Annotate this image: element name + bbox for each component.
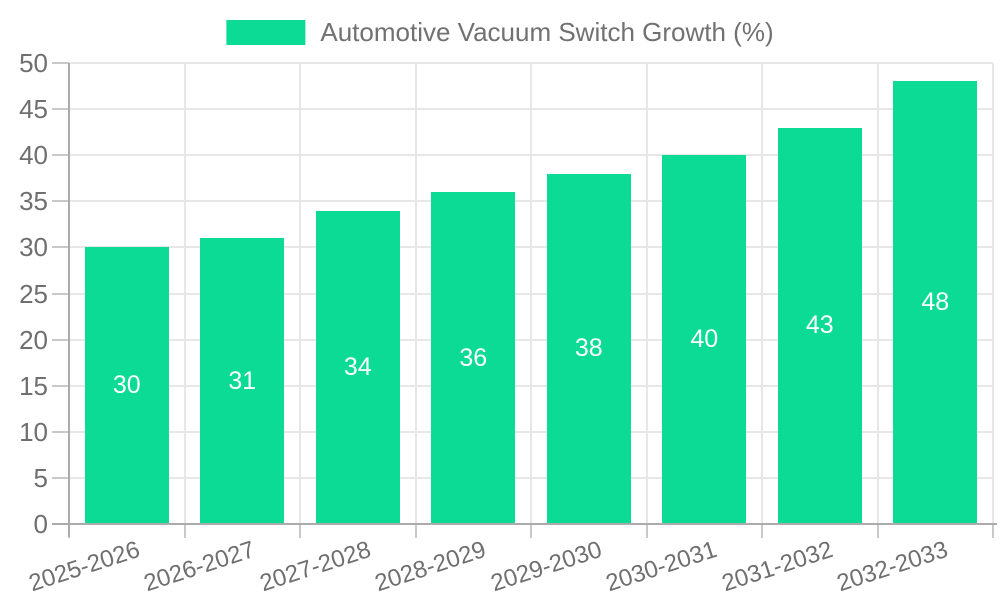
y-axis-label: 5 [33, 462, 48, 493]
vertical-gridline [645, 63, 648, 524]
bar-2028-2029[interactable]: 36 [431, 192, 516, 524]
bar-value-label: 31 [228, 366, 257, 395]
bar-2032-2033[interactable]: 48 [893, 81, 978, 524]
bar-2026-2027[interactable]: 31 [200, 238, 285, 524]
vertical-gridline [876, 63, 879, 524]
bar-value-label: 48 [921, 288, 950, 317]
y-axis-label: 45 [19, 94, 48, 125]
bar-2027-2028[interactable]: 34 [315, 210, 400, 524]
vertical-gridline [414, 63, 417, 524]
y-axis-label: 25 [19, 278, 48, 309]
x-axis-label: 2029-2030 [487, 536, 606, 598]
bar-2029-2030[interactable]: 38 [546, 173, 631, 524]
y-axis-tick [52, 430, 69, 433]
y-axis-tick [52, 108, 69, 111]
vertical-gridline [992, 63, 994, 524]
y-axis-tick [52, 246, 69, 249]
x-axis-label: 2028-2029 [372, 536, 490, 598]
y-axis-tick [52, 62, 69, 64]
x-axis-label: 2032-2033 [834, 536, 952, 598]
y-axis-label: 15 [19, 370, 48, 401]
bar-value-label: 43 [805, 311, 834, 340]
legend[interactable]: Automotive Vacuum Switch Growth (%) [226, 17, 774, 47]
vertical-gridline [530, 63, 532, 524]
bar-value-label: 34 [343, 352, 372, 381]
y-axis-tick [52, 200, 69, 203]
legend-label: Automotive Vacuum Switch Growth (%) [320, 17, 774, 47]
x-axis-tick [761, 525, 763, 538]
bar-2031-2032[interactable]: 43 [777, 127, 862, 524]
y-axis-label: 30 [19, 232, 48, 263]
y-axis-label: 20 [19, 324, 48, 355]
bar-value-label: 36 [459, 343, 488, 372]
plot-area: 30 31 34 36 38 40 43 48 [69, 62, 994, 524]
vertical-gridline [299, 63, 301, 524]
bar-value-label: 38 [574, 334, 603, 363]
bar-2030-2031[interactable]: 40 [662, 155, 747, 524]
y-axis-tick [52, 154, 69, 157]
x-axis-line [52, 523, 997, 525]
x-axis-tick [299, 525, 301, 538]
legend-swatch[interactable] [226, 19, 306, 45]
x-axis-tick [183, 525, 186, 538]
x-axis-label: 2026-2027 [141, 536, 259, 598]
y-axis-tick [52, 476, 69, 479]
x-axis-tick [530, 525, 532, 538]
vertical-gridline [183, 63, 186, 524]
y-axis-label: 10 [19, 416, 48, 447]
x-axis-label: 2025-2026 [25, 536, 144, 598]
x-axis-tick [645, 525, 648, 538]
x-axis-label: 2031-2032 [718, 536, 837, 598]
y-axis-line [68, 63, 70, 537]
vertical-gridline [761, 63, 763, 524]
x-axis-label: 2030-2031 [603, 536, 721, 598]
x-axis-tick [876, 525, 879, 538]
x-axis-tick [414, 525, 417, 538]
y-axis-label: 40 [19, 140, 48, 171]
x-axis-label: 2027-2028 [256, 536, 375, 598]
y-axis-label: 50 [19, 48, 48, 78]
x-axis-tick [992, 525, 994, 538]
y-axis-label: 0 [33, 509, 48, 539]
y-axis-label: 35 [19, 186, 48, 217]
bar-value-label: 30 [112, 371, 141, 400]
y-axis-tick [52, 338, 69, 341]
y-axis-tick [52, 292, 69, 295]
bar-2025-2026[interactable]: 30 [84, 247, 169, 524]
bar-value-label: 40 [690, 325, 719, 354]
y-axis-tick [52, 384, 69, 387]
